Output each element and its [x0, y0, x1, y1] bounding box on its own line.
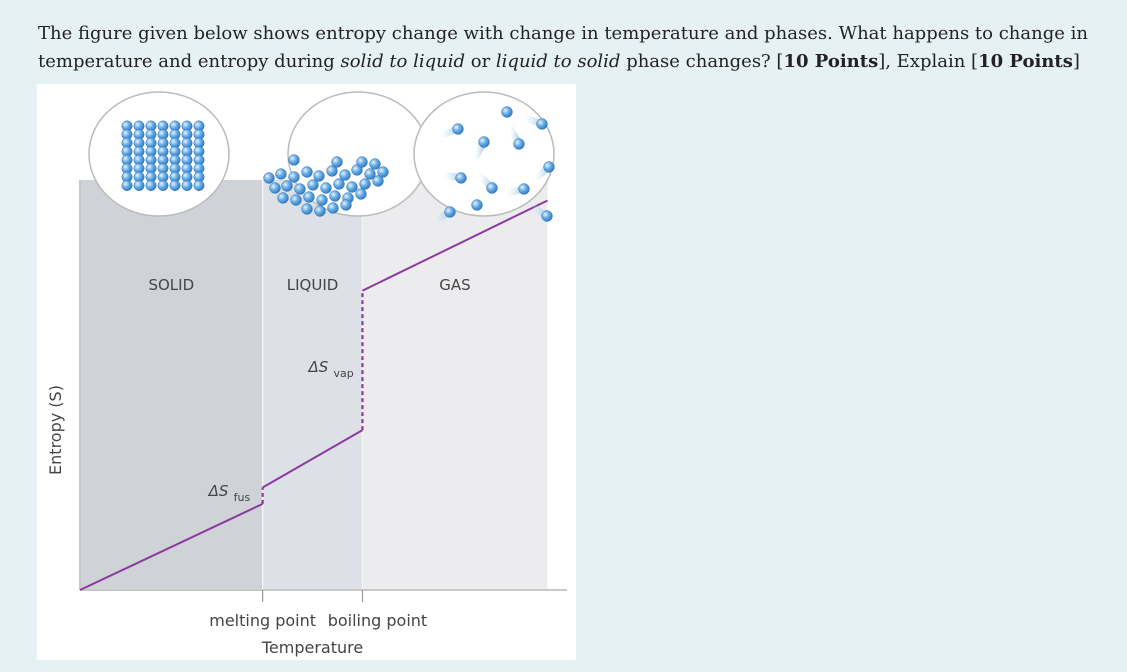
question-part-5: ]: [1072, 51, 1080, 72]
molecule: [339, 169, 351, 181]
molecule: [359, 178, 371, 190]
molecule: [169, 180, 181, 191]
entropy-segment: [79, 502, 264, 591]
molecule: [369, 158, 381, 170]
molecule: [452, 123, 464, 135]
molecule: [133, 180, 145, 191]
molecule: [269, 182, 281, 194]
x-axis-label: Temperature: [261, 638, 363, 657]
molecule: [364, 168, 376, 180]
question-italic-2: liquid to solid: [495, 51, 621, 72]
molecule: [327, 202, 339, 214]
molecule: [541, 210, 553, 222]
molecule: [372, 175, 384, 187]
molecule: [340, 199, 352, 211]
molecule: [377, 166, 389, 178]
x-tick-label: melting point: [209, 611, 316, 630]
region-solid: [80, 180, 263, 590]
y-axis-label: Entropy (S): [46, 385, 65, 475]
molecule: [355, 188, 367, 200]
molecule: [263, 172, 275, 184]
points-label-1: 10 Points: [783, 51, 879, 72]
liquid-molecules-view: [263, 91, 429, 217]
molecule: [320, 182, 332, 194]
molecule: [314, 205, 326, 217]
magnifier-circle: [413, 91, 555, 217]
molecule: [329, 190, 341, 202]
molecule: [346, 181, 358, 193]
molecule: [307, 179, 319, 191]
region-label-liquid: LIQUID: [287, 276, 339, 294]
molecule: [301, 203, 313, 215]
delta-s-vap: ΔS: [307, 358, 328, 376]
delta-s-subscript: vap: [333, 367, 353, 380]
region-gas: [362, 180, 548, 590]
molecule: [157, 180, 169, 191]
entropy-figure: SOLID LIQUID GAS melting point boiling point…: [37, 84, 576, 660]
region-label-solid: SOLID: [148, 276, 194, 294]
molecule: [303, 191, 315, 203]
molecule: [275, 168, 287, 180]
molecule: [518, 183, 530, 195]
region-label-gas: GAS: [439, 276, 470, 294]
question-part-3: phase changes? [: [620, 51, 784, 72]
molecule: [290, 194, 302, 206]
question-part-2: or: [465, 51, 496, 72]
question-text: The figure given below shows entropy cha…: [38, 20, 1108, 76]
delta-s-subscript: fus: [234, 491, 251, 504]
question-part-4: ], Explain [: [878, 51, 979, 72]
molecule: [478, 136, 490, 148]
solid-molecules-view: [88, 91, 230, 217]
molecule: [513, 138, 525, 150]
molecule: [277, 192, 289, 204]
molecule: [288, 154, 300, 166]
region-liquid: [262, 180, 363, 590]
gas-molecules-view: [413, 90, 555, 225]
molecule: [501, 106, 513, 118]
molecule: [455, 172, 467, 184]
entropy-segment: [362, 199, 548, 292]
molecule: [536, 118, 548, 130]
molecule: [145, 180, 157, 191]
entropy-segment: [262, 429, 363, 489]
molecule: [288, 171, 300, 183]
x-tick-label: boiling point: [328, 611, 427, 630]
entropy-chart: SOLID LIQUID GAS melting point boiling point…: [46, 90, 567, 657]
molecule: [313, 170, 325, 182]
molecule: [294, 183, 306, 195]
molecule: [486, 182, 498, 194]
molecule: [316, 194, 328, 206]
molecule: [193, 180, 205, 191]
molecule: [333, 178, 345, 190]
molecule: [301, 166, 313, 178]
molecule: [444, 206, 456, 218]
question-italic-1: solid to liquid: [340, 51, 466, 72]
molecule: [471, 199, 483, 211]
molecule: [543, 161, 555, 173]
molecule: [121, 180, 133, 191]
molecule: [281, 180, 293, 192]
delta-s-fus: ΔS: [208, 482, 229, 500]
molecule: [356, 156, 368, 168]
molecule: [331, 156, 343, 168]
points-label-2: 10 Points: [978, 51, 1073, 72]
molecule: [326, 165, 338, 177]
question-part-1: The figure given below shows entropy cha…: [38, 23, 1088, 72]
molecule: [181, 180, 193, 191]
